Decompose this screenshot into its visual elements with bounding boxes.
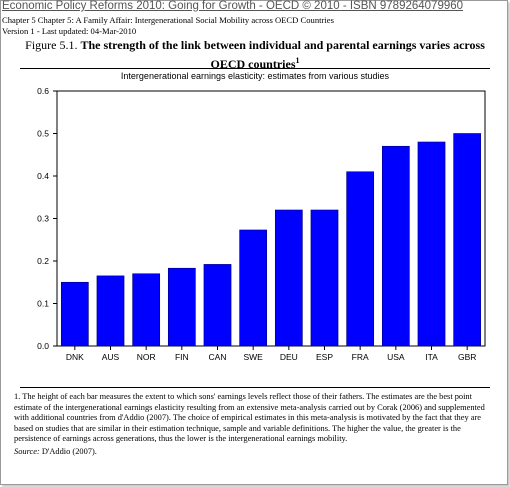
notes-rule [20,387,490,388]
figure-title-text: The strength of the link between individ… [80,38,485,71]
chapter-line: Chapter 5 Chapter 5: A Family Affair: In… [2,15,334,25]
x-tick-label: ITA [425,352,438,362]
x-tick-label: NOR [137,352,156,362]
x-tick-label: AUS [102,352,120,362]
bar [167,267,196,347]
figure-title-footnote-mark: 1 [295,56,300,65]
source-label: Source: [14,446,40,456]
bar [239,229,268,347]
x-tick-label: CAN [209,352,227,362]
x-tick-label: ESP [316,352,333,362]
y-tick-label: 0.3 [37,214,49,224]
bar [203,264,232,347]
bar [96,275,125,347]
publication-link[interactable]: Economic Policy Reforms 2010: Going for … [2,0,464,12]
bar [132,273,161,347]
figure-number: Figure 5.1. [25,38,78,52]
bar [346,171,375,347]
plot-area [56,90,486,347]
x-tick-label: FRA [352,352,369,362]
y-tick-label: 0.2 [37,256,49,266]
y-tick-label: 0.5 [37,129,49,139]
y-tick-label: 0.4 [37,171,49,181]
y-tick-label: 0.1 [37,299,49,309]
source-text: D'Addio (2007). [39,446,97,456]
bar [453,133,482,347]
y-tick-label: 0.6 [37,86,49,96]
version-line: Version 1 - Last updated: 04-Mar-2010 [2,26,137,36]
figure-title: Figure 5.1. The strength of the link bet… [20,37,490,72]
figure-notes: 1. The height of each bar measures the e… [14,392,494,457]
bar [274,209,303,347]
bar [310,209,339,347]
x-tick-label: FIN [175,352,189,362]
bar [417,141,446,347]
note-1: 1. The height of each bar measures the e… [14,392,485,443]
x-tick-label: DNK [66,352,84,362]
bar-chart: 0.0 0.1 0.2 0.3 0.4 0.5 0.6 DNK AUS NOR FIN CAN SWE D… [37,86,486,362]
x-tick-label: DEU [280,352,298,362]
x-tick-label: USA [387,352,405,362]
chart-subtitle: Intergenerational earnings elasticity: e… [120,71,390,81]
bar [60,281,89,347]
bar [381,145,410,347]
x-tick-label: GBR [458,352,476,362]
y-tick-label: 0.0 [37,341,49,351]
x-tick-label: SWE [243,352,263,362]
title-rule [20,68,490,69]
source-line: Source: D'Addio (2007). [14,447,494,458]
